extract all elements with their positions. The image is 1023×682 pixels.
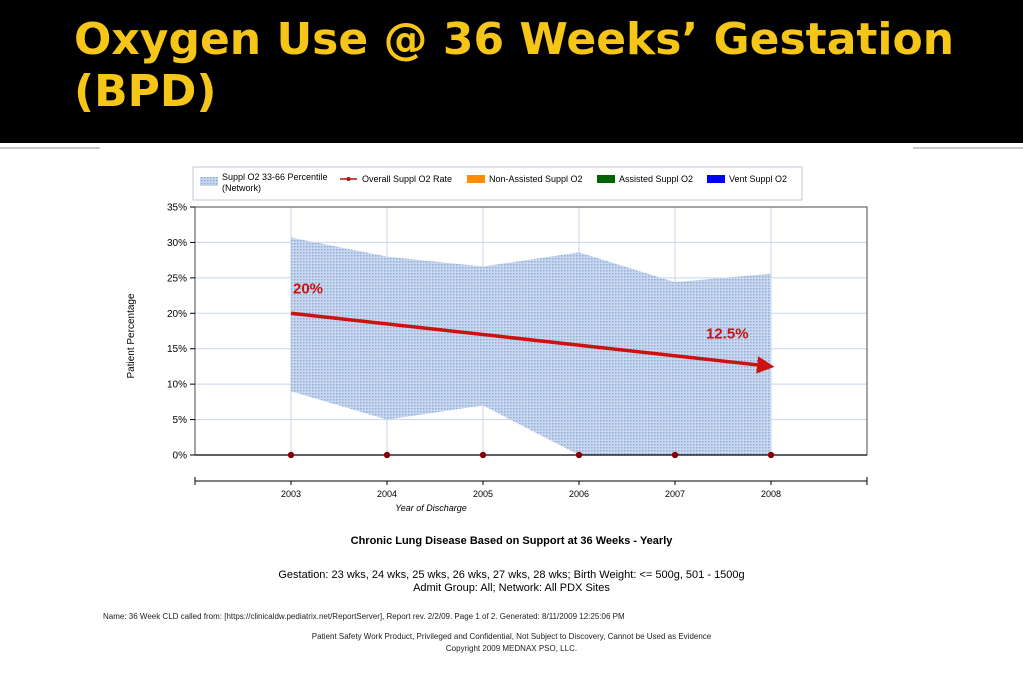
legend-swatch-band: [200, 177, 218, 186]
y-axis-ticks: 0% 5% 10% 15% 20% 25% 30% 35%: [167, 203, 195, 462]
y-tick-label-4: 20%: [167, 309, 187, 320]
legend-label-overall: Overall Suppl O2 Rate: [362, 174, 452, 184]
slide-title-line-1: Oxygen Use @ 36 Weeks’ Gestation: [74, 14, 955, 65]
slide-title: Oxygen Use @ 36 Weeks’ Gestation (BPD): [74, 14, 1004, 118]
x-axis-label: Year of Discharge: [395, 503, 467, 513]
overall-rate-point-2003: [287, 451, 295, 459]
x-tick-label-2004: 2004: [377, 489, 397, 499]
x-tick-label-2005: 2005: [473, 489, 493, 499]
chart-subtitle: Chronic Lung Disease Based on Support at…: [350, 535, 673, 547]
trend-end-label: 12.5%: [706, 325, 749, 342]
trend-start-label: 20%: [293, 280, 323, 297]
overall-rate-point-2005: [479, 451, 487, 459]
divider-left: [0, 147, 100, 149]
legend-label-band-line-1: Suppl O2 33-66 Percentile: [222, 172, 328, 182]
legend-label-band-line-2: (Network): [222, 183, 261, 193]
y-tick-label-0: 0%: [173, 451, 188, 462]
overall-rate-point-2006: [575, 451, 583, 459]
chart-legend: Suppl O2 33-66 Percentile (Network) Over…: [192, 166, 803, 201]
percentile-band: [291, 237, 771, 455]
slide-title-line-2: (BPD): [74, 66, 217, 117]
legend-frame: [192, 166, 803, 201]
overall-rate-points: [287, 451, 775, 459]
copyright-notice: Copyright 2009 MEDNAX PSO, LLC.: [445, 644, 578, 653]
overall-rate-point-2004: [383, 451, 391, 459]
overall-rate-point-2007: [671, 451, 679, 459]
y-tick-label-1: 5%: [173, 415, 188, 426]
x-tick-label-2008: 2008: [761, 489, 781, 499]
chart-axes: [194, 206, 868, 485]
legend-swatch-non-assisted: [467, 175, 485, 183]
legend-swatch-assisted: [597, 175, 615, 183]
legend-label-non-assisted: Non-Assisted Suppl O2: [489, 174, 583, 184]
title-band: [0, 0, 1023, 143]
y-tick-label-3: 15%: [167, 344, 187, 355]
criteria-line-2: Admit Group: All; Network: All PDX Sites: [413, 582, 610, 594]
overall-rate-point-2008: [767, 451, 775, 459]
x-tick-label-2007: 2007: [665, 489, 685, 499]
divider-right: [913, 147, 1023, 149]
x-axis-ticks: 2003 2004 2005 2006 2007 2008: [281, 481, 781, 499]
y-tick-label-2: 10%: [167, 380, 187, 391]
legend-swatch-vent: [707, 175, 725, 183]
legend-swatch-overall-dot: [346, 177, 351, 181]
confidential-notice: Patient Safety Work Product, Privileged …: [311, 632, 712, 641]
y-tick-label-7: 35%: [167, 203, 187, 214]
legend-label-vent: Vent Suppl O2: [729, 174, 787, 184]
y-axis-label: Patient Percentage: [126, 293, 137, 378]
y-tick-label-6: 30%: [167, 238, 187, 249]
report-name-footer: Name: 36 Week CLD called from: [https://…: [103, 612, 625, 621]
x-tick-label-2006: 2006: [569, 489, 589, 499]
y-tick-label-5: 25%: [167, 273, 187, 284]
trend-arrow: [290, 311, 775, 374]
x-tick-label-2003: 2003: [281, 489, 301, 499]
legend-label-assisted: Assisted Suppl O2: [619, 174, 693, 184]
criteria-line-1: Gestation: 23 wks, 24 wks, 25 wks, 26 wk…: [278, 569, 745, 581]
